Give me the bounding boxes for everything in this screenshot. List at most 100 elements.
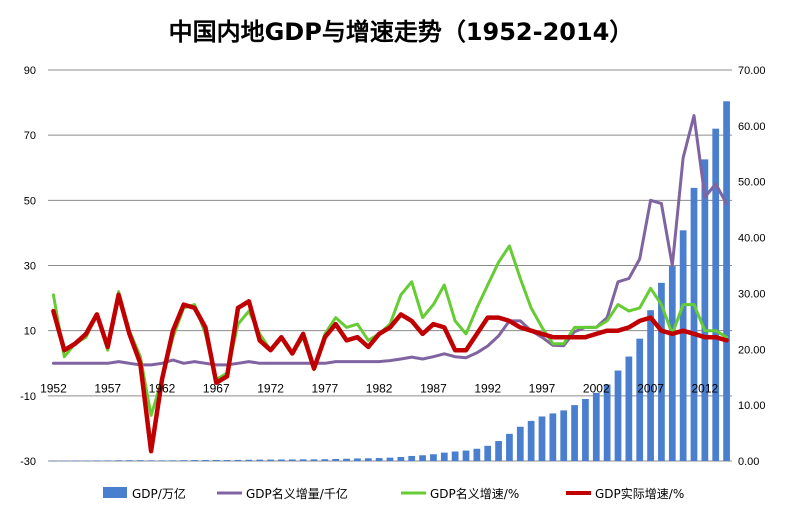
gdp-bar [136, 460, 144, 461]
gdp-bar [690, 187, 698, 461]
left-axis-ticks: 90 70 50 30 10 -10 -30 [20, 65, 36, 468]
gdp-bar [462, 450, 470, 461]
x-tick-label: 1977 [312, 381, 339, 395]
gdp-bar [82, 460, 90, 462]
x-tick-label: 1987 [420, 381, 447, 395]
series-line-3 [51, 292, 729, 454]
gdp-bar [299, 459, 307, 461]
left-tick-label: -10 [20, 391, 36, 403]
gdp-bar [321, 459, 329, 461]
x-tick-label: 1967 [203, 381, 230, 395]
left-tick-label: 30 [24, 261, 36, 273]
left-tick-label: 90 [24, 65, 36, 77]
x-axis-ticks: 1952 1957 1962 1967 1972 1977 1982 1987 1992 1997… [40, 381, 718, 395]
gdp-bar [527, 420, 535, 461]
gdp-bar [538, 416, 546, 461]
gdp-bar [712, 128, 720, 461]
legend-label: GDP/万亿 [132, 486, 186, 501]
gdp-bar [473, 448, 481, 461]
gdp-bars [50, 101, 730, 462]
gdp-bar [288, 459, 296, 461]
gdp-bar [408, 455, 416, 461]
right-tick-label: 0.00 [738, 456, 759, 468]
gdp-bar [364, 458, 372, 461]
gdp-bar [397, 456, 405, 461]
gdp-bar [484, 445, 492, 461]
gdp-bar [310, 459, 318, 461]
gdp-bar [158, 460, 166, 461]
legend-label: GDP名义增速/% [430, 486, 519, 501]
x-tick-label: 1962 [149, 381, 176, 395]
gdp-bar [278, 459, 285, 461]
gdp-bar [180, 460, 188, 461]
right-tick-label: 20.00 [738, 344, 766, 356]
x-tick-label: 1972 [257, 381, 284, 395]
x-tick-label: 1992 [474, 381, 501, 395]
right-tick-label: 60.00 [738, 121, 766, 133]
gdp-bar [592, 392, 600, 461]
left-tick-label: 50 [24, 195, 36, 207]
gdp-bar [571, 405, 578, 461]
right-tick-label: 30.00 [738, 288, 766, 300]
gdp-bar [126, 460, 133, 461]
legend-label: GDP实际增速/% [595, 486, 684, 501]
gdp-bar [582, 398, 589, 461]
gdp-bar [60, 460, 68, 462]
left-tick-label: 10 [24, 326, 36, 338]
gdp-bar [658, 282, 665, 461]
gdp-bar [256, 459, 264, 461]
series-lines [51, 114, 729, 454]
gdp-bar [625, 356, 633, 461]
right-tick-label: 70.00 [738, 65, 766, 77]
left-tick-label: -30 [20, 456, 36, 468]
x-tick-label: 2002 [583, 381, 610, 395]
x-tick-label: 1952 [40, 381, 67, 395]
gdp-bar [560, 410, 568, 461]
gdp-bar [234, 459, 242, 461]
gdp-bar [212, 460, 220, 461]
legend: GDP/万亿 GDP名义增量/千亿 GDP名义增速/% GDP实际增速/% [103, 486, 684, 501]
gdp-bar [50, 460, 57, 462]
gdp-bar [506, 433, 513, 461]
left-tick-label: 70 [24, 130, 36, 142]
gdp-bar [71, 460, 79, 462]
gdp-bar [723, 101, 730, 461]
gdp-bar [668, 266, 676, 461]
gdp-bar [104, 460, 112, 462]
gdp-bar [614, 370, 622, 461]
gdp-bar [169, 460, 177, 461]
gdp-bar [701, 159, 709, 461]
legend-swatch [103, 487, 127, 498]
gdp-bar [549, 413, 557, 461]
gdp-bar [147, 460, 155, 461]
gdp-bar [191, 460, 198, 461]
gdp-bar [386, 457, 394, 461]
gdp-bar [603, 384, 611, 461]
right-tick-label: 40.00 [738, 233, 766, 245]
x-tick-label: 2007 [637, 381, 664, 395]
gdp-bar [267, 459, 274, 461]
x-tick-label: 1997 [529, 381, 556, 395]
gdp-bar [451, 451, 459, 461]
gdp-bar [115, 460, 122, 461]
legend-label: GDP名义增量/千亿 [246, 486, 348, 501]
x-tick-label: 2012 [692, 381, 719, 395]
gdp-bar [636, 338, 644, 461]
gdp-bar [495, 441, 502, 461]
gdp-bar [516, 426, 524, 461]
gdp-bar [354, 458, 361, 461]
gdp-bar [202, 459, 209, 461]
gdp-bar [430, 454, 437, 461]
gdp-bar [93, 460, 101, 462]
right-tick-label: 10.00 [738, 400, 766, 412]
x-tick-label: 1957 [94, 381, 121, 395]
gdp-bar [679, 230, 687, 461]
gdp-bar [647, 310, 654, 461]
chart-title: 中国内地GDP与增速走势（1952-2014） [169, 18, 634, 46]
gdp-bar [223, 460, 231, 461]
gdp-bar [343, 458, 350, 461]
gdp-bar [440, 452, 448, 461]
gdp-bar [419, 455, 426, 461]
gdp-bar [245, 459, 253, 461]
